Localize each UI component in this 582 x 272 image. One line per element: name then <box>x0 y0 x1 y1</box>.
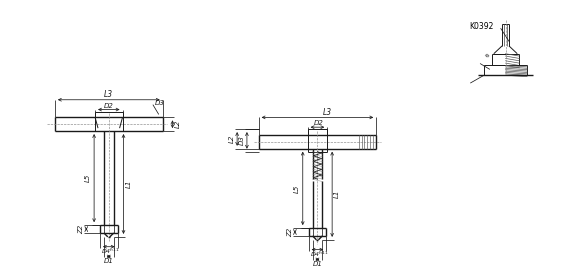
Text: L5: L5 <box>294 184 300 193</box>
Text: L5: L5 <box>85 174 91 182</box>
Text: L2: L2 <box>175 120 180 128</box>
Text: D1: D1 <box>104 258 113 264</box>
Text: L1: L1 <box>125 180 132 188</box>
Text: Z2: Z2 <box>287 227 293 237</box>
Text: Z2: Z2 <box>79 224 84 234</box>
Text: D2: D2 <box>314 120 324 126</box>
Text: L2: L2 <box>229 135 235 143</box>
Text: D4$^{h11}$: D4$^{h11}$ <box>310 250 329 259</box>
Text: D2: D2 <box>104 103 113 109</box>
Text: D3: D3 <box>155 100 165 106</box>
Text: D4$^{h11}$: D4$^{h11}$ <box>101 247 120 256</box>
Text: D3: D3 <box>239 135 245 145</box>
Text: D1: D1 <box>313 261 322 267</box>
Text: L1: L1 <box>334 190 340 199</box>
Text: L3: L3 <box>322 108 332 117</box>
Text: L3: L3 <box>104 90 113 99</box>
Text: K0392: K0392 <box>470 22 494 31</box>
Text: ø: ø <box>483 52 489 59</box>
